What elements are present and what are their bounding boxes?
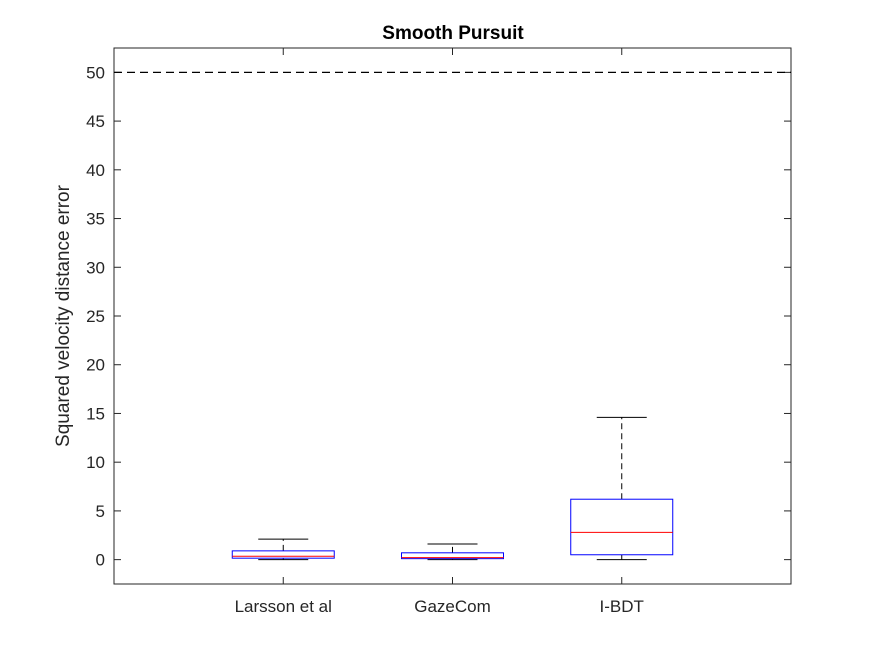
chart-title: Smooth Pursuit — [382, 23, 524, 44]
x-tick-label: Larsson et al — [235, 597, 332, 616]
y-tick-label: 10 — [86, 453, 105, 472]
y-tick-label: 0 — [96, 551, 105, 570]
x-tick-label: GazeCom — [414, 597, 491, 616]
y-tick-label: 25 — [86, 307, 105, 326]
iqr-box — [570, 498, 674, 556]
x-tick-label: I-BDT — [600, 597, 644, 616]
plot-area: 0 5 10 15 20 25 30 35 40 45 50 Larsson et al GazeCom… — [86, 47, 792, 616]
y-tick-label: 5 — [96, 502, 105, 521]
y-axis-title: Squared velocity distance error — [53, 184, 74, 447]
y-tick-label: 50 — [86, 63, 105, 82]
axes-frame — [113, 47, 792, 585]
y-tick-label: 15 — [86, 404, 105, 423]
y-tick-label: 35 — [86, 210, 105, 229]
y-tick-label: 20 — [86, 356, 105, 375]
y-tick-label: 40 — [86, 161, 105, 180]
iqr-box — [401, 552, 504, 560]
y-tick-label: 30 — [86, 258, 105, 277]
y-tick-label: 45 — [86, 112, 105, 131]
iqr-box — [231, 550, 335, 559]
